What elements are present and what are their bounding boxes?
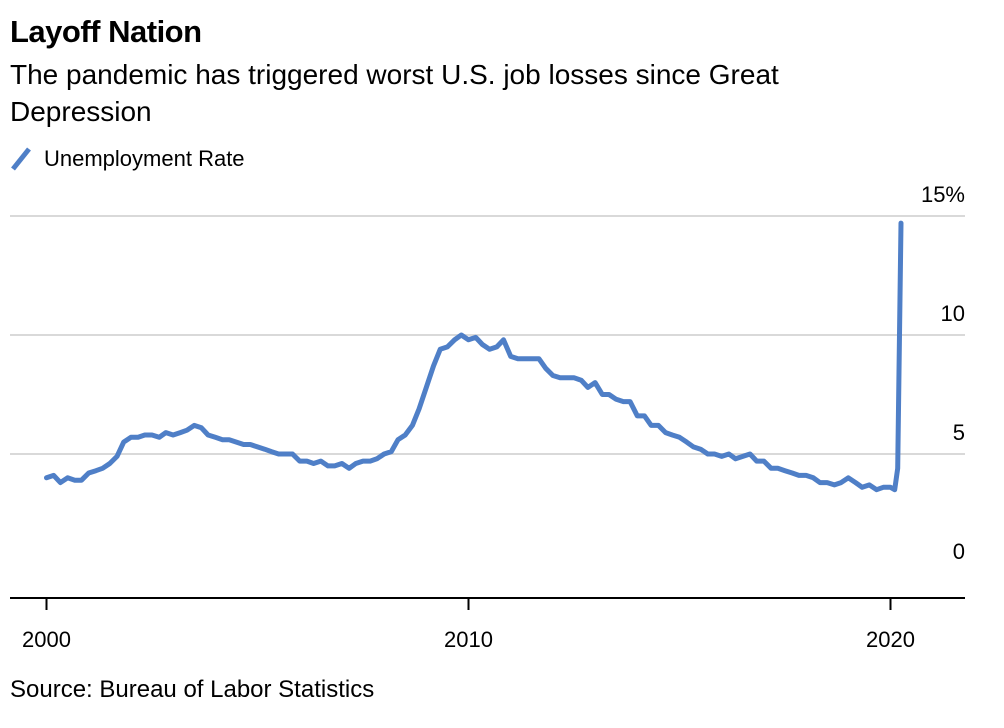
chart-subtitle: The pandemic has triggered worst U.S. jo… [10,59,779,127]
series-layer [44,220,904,493]
legend-swatch-icon [11,147,31,171]
series-line-unemployment-rate [44,220,904,493]
y-tick-label: 10 [941,301,965,326]
y-tick-label: 5 [953,420,965,445]
x-tick-label: 2020 [866,627,915,652]
x-axis [10,597,965,610]
legend: Unemployment Rate [10,145,245,173]
source-note: Source: Bureau of Labor Statistics [10,676,375,703]
x-tick-label: 2010 [444,627,493,652]
grid-lines [10,215,965,455]
y-tick-label: 15% [921,182,965,207]
axis-tick-labels: 0 5 10 15% 2000 2010 2020 [22,182,965,652]
legend-label: Unemployment Rate [44,146,245,171]
x-tick-label: 2000 [22,627,71,652]
chart-title: Layoff Nation [10,14,202,49]
y-tick-label: 0 [953,539,965,564]
